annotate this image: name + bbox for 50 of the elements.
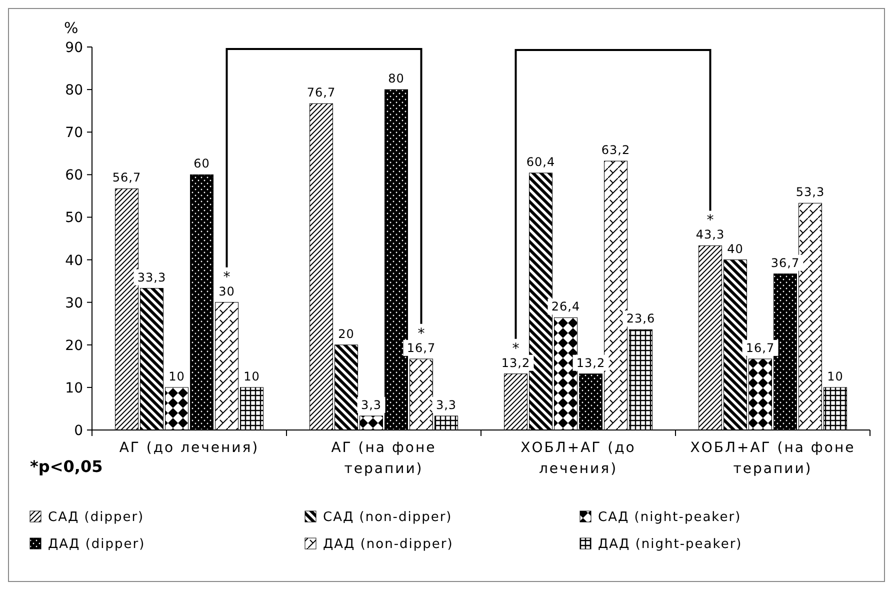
data-label: 43,3 [696, 228, 725, 242]
data-label: 13,2 [576, 356, 606, 370]
data-label: 56,7 [112, 170, 142, 185]
legend-label: ДАД (non-dipper) [323, 537, 454, 552]
y-tick-label: 20 [65, 338, 83, 354]
y-tick-label: 40 [65, 252, 83, 269]
x-tick-label: АГ (до лечения) [119, 440, 260, 456]
data-label: 60,4 [526, 154, 556, 169]
data-label: 10 [827, 369, 844, 384]
data-label: 10 [244, 369, 260, 384]
legend-label: САД (night-peaker) [598, 510, 742, 525]
data-label: 80 [388, 72, 404, 86]
y-tick-label: 70 [65, 125, 83, 142]
data-label: 40 [727, 242, 744, 256]
y-tick-label: 60 [65, 168, 83, 184]
annotation: * [418, 326, 425, 342]
data-label: 13,2 [501, 356, 530, 370]
data-label: 30 [218, 284, 235, 298]
data-label: 26,4 [551, 300, 580, 314]
y-tick-label: 80 [65, 82, 83, 99]
data-label: 33,3 [137, 270, 166, 284]
legend-label: САД (dipper) [48, 510, 144, 525]
data-label: 10 [168, 369, 185, 384]
annotation: * [706, 212, 714, 229]
x-tick-label: ХОБЛ+АГ (до лечения) [520, 440, 636, 477]
data-label: 16,7 [746, 340, 775, 355]
x-tick-label: АГ (на фоне терапии) [331, 440, 436, 477]
data-label: 63,2 [601, 143, 630, 158]
data-label: 53,3 [796, 185, 825, 200]
text: *p<0,05 [30, 457, 103, 476]
legend-label: САД (non-dipper) [323, 510, 452, 525]
data-label: 3,3 [436, 398, 457, 412]
y-tick-label: 50 [65, 210, 83, 226]
legend-label: ДАД (dipper) [48, 537, 146, 552]
data-label: 3,3 [360, 398, 382, 412]
y-axis-title: % [64, 19, 78, 37]
data-label: 23,6 [626, 312, 656, 326]
data-label: 76,7 [306, 86, 336, 100]
y-tick-label: 30 [65, 295, 83, 312]
y-tick-label: 10 [65, 380, 83, 396]
data-label: 36,7 [770, 256, 800, 270]
data-label: 60 [194, 156, 210, 171]
legend-label: ДАД (night-peaker) [598, 537, 742, 552]
data-label: 16,7 [406, 340, 436, 355]
y-tick-label: 90 [65, 40, 83, 56]
annotation: * [223, 269, 230, 286]
data-label: 20 [338, 326, 354, 341]
x-tick-label: ХОБЛ+АГ (на фоне терапии) [690, 440, 856, 477]
annotation: * [512, 340, 520, 357]
y-tick-label: 0 [74, 423, 83, 439]
